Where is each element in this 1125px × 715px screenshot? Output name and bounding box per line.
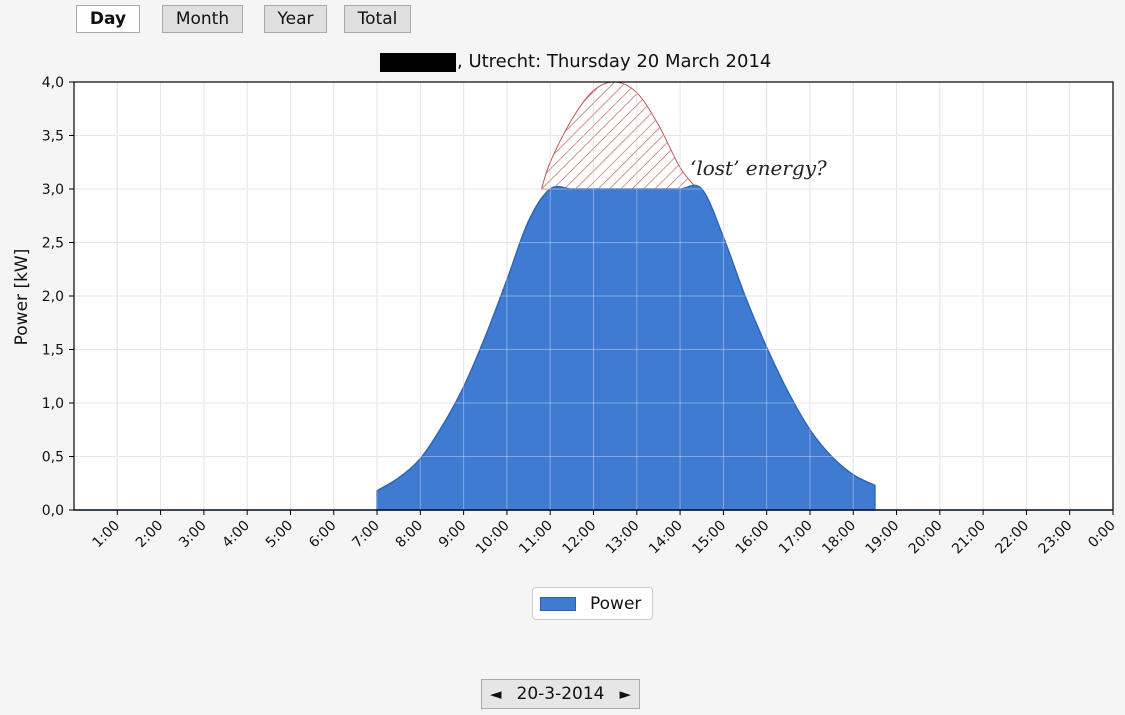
x-tick-label: 18:00 — [819, 518, 859, 558]
tab-day[interactable]: Day — [76, 5, 140, 33]
x-tick-label: 23:00 — [1036, 518, 1076, 558]
x-tick-label: 5:00 — [263, 518, 297, 552]
redacted-name-block — [380, 53, 456, 72]
x-tick-label: 11:00 — [516, 518, 556, 558]
x-tick-label: 10:00 — [473, 518, 513, 558]
x-tick-label: 0:00 — [1085, 518, 1119, 552]
legend-swatch-power — [540, 596, 576, 611]
x-tick-label: 22:00 — [992, 518, 1032, 558]
y-tick-label: 3,0 — [42, 182, 64, 198]
x-tick-label: 14:00 — [646, 518, 686, 558]
y-tick-label: 1,5 — [42, 343, 64, 359]
x-tick-label: 19:00 — [863, 518, 903, 558]
x-tick-label: 4:00 — [219, 518, 253, 552]
y-tick-label: 2,5 — [42, 236, 64, 252]
current-date: 20-3-2014 — [516, 684, 605, 704]
date-navigator: ◄ 20-3-2014 ► — [481, 679, 640, 709]
x-tick-label: 20:00 — [906, 518, 946, 558]
next-day-arrow-icon[interactable]: ► — [619, 685, 631, 703]
legend-label-power: Power — [590, 593, 642, 614]
y-tick-label: 3,5 — [42, 129, 64, 145]
y-tick-label: 1,0 — [42, 396, 64, 412]
chart-legend: Power — [532, 587, 653, 620]
power-chart: 0,0 0,5 1,0 1,5 2,0 2,5 3,0 3,5 4,0 1:00 2:00 3:00 4… — [0, 40, 1125, 580]
x-tick-label: 9:00 — [436, 518, 470, 552]
x-tick-label: 12:00 — [559, 518, 599, 558]
x-tick-label: 2:00 — [133, 518, 167, 552]
y-tick-label: 4,0 — [42, 75, 64, 91]
x-tick-label: 15:00 — [689, 518, 729, 558]
y-tick-label: 0,5 — [42, 450, 64, 466]
x-tick-label: 7:00 — [349, 518, 383, 552]
y-axis-label: Power [kW] — [12, 249, 32, 346]
tab-month[interactable]: Month — [162, 5, 243, 33]
x-tick-label: 8:00 — [393, 518, 427, 552]
previous-day-arrow-icon[interactable]: ◄ — [490, 685, 502, 703]
power-area — [376, 184, 876, 511]
x-tick-label: 6:00 — [306, 518, 340, 552]
x-tick-label: 17:00 — [776, 518, 816, 558]
y-tick-label: 0,0 — [42, 503, 64, 519]
tab-total[interactable]: Total — [344, 5, 411, 33]
chart-title: , Utrecht: Thursday 20 March 2014 — [457, 51, 771, 72]
x-tick-label: 1:00 — [90, 518, 124, 552]
x-tick-label: 21:00 — [949, 518, 989, 558]
x-tick-label: 3:00 — [176, 518, 210, 552]
chart-canvas: 0,0 0,5 1,0 1,5 2,0 2,5 3,0 3,5 4,0 1:00 2:00 3:00 4… — [12, 51, 1119, 558]
x-tick-label: 16:00 — [733, 518, 773, 558]
lost-energy-annotation: ‘lost’ energy? — [690, 156, 827, 180]
y-tick-label: 2,0 — [42, 289, 64, 305]
plot-frame — [73, 81, 1114, 511]
tab-year[interactable]: Year — [264, 5, 327, 33]
x-tick-label: 13:00 — [603, 518, 643, 558]
